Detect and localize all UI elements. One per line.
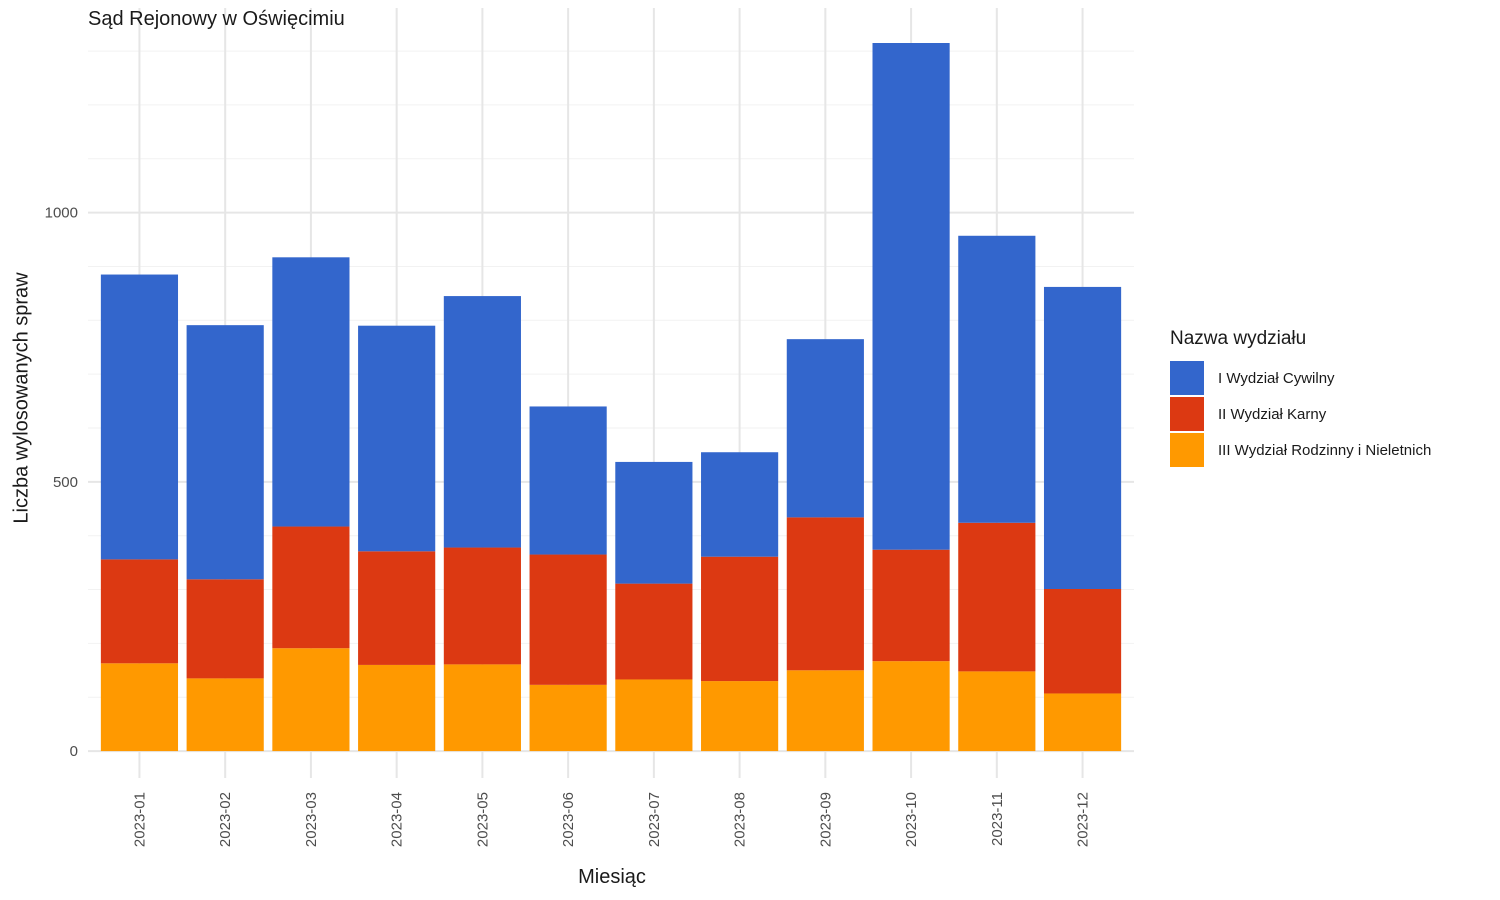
x-tick-label: 2023-07	[646, 792, 663, 847]
legend-swatch-civil	[1170, 361, 1204, 395]
bar-2023-04-series-1	[358, 551, 436, 665]
bar-2023-05-series-2	[443, 296, 521, 548]
bar-2023-06-series-2	[529, 406, 607, 555]
bar-2023-02-series-0	[186, 678, 264, 752]
legend-label-family: III Wydział Rodzinny i Nieletnich	[1218, 441, 1432, 459]
x-tick-label: 2023-06	[560, 792, 577, 847]
bar-2023-08-series-2	[701, 452, 779, 557]
x-tick-label: 2023-02	[217, 792, 234, 847]
bar-2023-02-series-2	[186, 325, 264, 580]
bar-2023-05-series-1	[443, 547, 521, 665]
x-tick-label: 2023-04	[389, 792, 406, 847]
bar-2023-11-series-1	[958, 522, 1036, 672]
chart-title: Sąd Rejonowy w Oświęcimiu	[88, 8, 345, 30]
x-axis-label: Miesiąc	[578, 866, 646, 888]
bar-2023-07-series-0	[615, 679, 693, 752]
legend-item-civil: I Wydział Cywilny	[1170, 360, 1431, 396]
legend-label-civil: I Wydział Cywilny	[1218, 369, 1335, 387]
bar-2023-10-series-1	[872, 549, 950, 662]
y-tick-label: 500	[53, 474, 78, 491]
bar-2023-09-series-2	[786, 339, 864, 518]
legend-swatch-family	[1170, 433, 1204, 467]
x-tick-label: 2023-01	[131, 792, 148, 847]
bar-2023-05-series-0	[443, 664, 521, 752]
bar-2023-10-series-2	[872, 43, 950, 550]
legend-item-family: III Wydział Rodzinny i Nieletnich	[1170, 432, 1431, 468]
x-tick-label: 2023-11	[989, 792, 1006, 846]
bar-2023-08-series-1	[701, 556, 779, 682]
y-tick-label: 0	[70, 743, 78, 760]
bar-2023-06-series-0	[529, 684, 607, 752]
bar-2023-08-series-0	[701, 681, 779, 752]
x-tick-label: 2023-09	[817, 792, 834, 847]
bar-2023-01-series-1	[100, 559, 179, 664]
bar-2023-12-series-1	[1043, 589, 1122, 694]
bar-2023-11-series-2	[958, 235, 1036, 523]
y-axis-label: Liczba wylosowanych spraw	[10, 272, 33, 524]
x-tick-label: 2023-05	[474, 792, 491, 847]
legend-item-criminal: II Wydział Karny	[1170, 396, 1431, 432]
x-tick-label: 2023-12	[1075, 792, 1092, 847]
bar-2023-07-series-2	[615, 461, 693, 584]
y-tick-label: 1000	[45, 205, 78, 222]
bar-2023-03-series-2	[272, 257, 350, 527]
bar-2023-02-series-1	[186, 579, 264, 679]
legend: Nazwa wydziału I Wydział Cywilny II Wydz…	[1170, 328, 1431, 468]
bar-2023-01-series-0	[100, 663, 179, 752]
bar-2023-12-series-0	[1043, 693, 1122, 752]
bar-2023-10-series-0	[872, 661, 950, 752]
bar-2023-01-series-2	[100, 274, 179, 560]
legend-title: Nazwa wydziału	[1170, 328, 1307, 349]
bar-2023-06-series-1	[529, 554, 607, 685]
bar-2023-03-series-1	[272, 526, 350, 649]
legend-label-criminal: II Wydział Karny	[1218, 405, 1327, 423]
bar-2023-09-series-0	[786, 670, 864, 752]
bar-2023-04-series-0	[358, 664, 436, 752]
x-tick-label: 2023-03	[303, 792, 320, 847]
bar-2023-07-series-1	[615, 583, 693, 680]
bar-2023-11-series-0	[958, 671, 1036, 752]
bar-2023-09-series-1	[786, 517, 864, 671]
bar-2023-12-series-2	[1043, 286, 1122, 589]
bar-2023-04-series-2	[358, 325, 436, 552]
x-tick-label: 2023-08	[732, 792, 749, 847]
bar-2023-03-series-0	[272, 648, 350, 752]
x-tick-label: 2023-10	[903, 792, 920, 847]
legend-swatch-criminal	[1170, 397, 1204, 431]
